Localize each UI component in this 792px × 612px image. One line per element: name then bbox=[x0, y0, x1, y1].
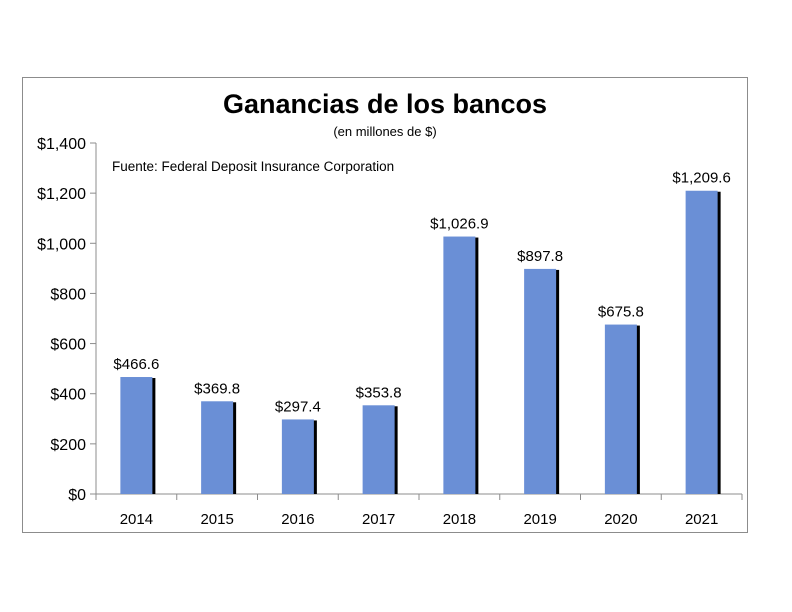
chart-subtitle: (en millones de $) bbox=[333, 124, 436, 139]
data-label: $466.6 bbox=[113, 356, 159, 373]
x-tick-label: 2021 bbox=[685, 511, 718, 528]
y-tick-label: $1,200 bbox=[37, 186, 86, 203]
bar-2014 bbox=[120, 377, 153, 494]
bar-2020 bbox=[604, 324, 637, 494]
data-label: $897.8 bbox=[517, 248, 563, 265]
y-tick-label: $800 bbox=[50, 286, 86, 303]
bar-2015 bbox=[201, 401, 234, 494]
x-tick-label: 2017 bbox=[362, 511, 395, 528]
data-label: $675.8 bbox=[598, 304, 644, 321]
data-label: $1,209.6 bbox=[672, 170, 730, 187]
chart-title: Ganancias de los bancos bbox=[223, 89, 547, 119]
data-label: $353.8 bbox=[356, 384, 402, 401]
bar-2016 bbox=[281, 419, 314, 494]
bars: $466.6 2014 $369.8 2015 $297.4 2016 $353.8 2017… bbox=[113, 170, 730, 528]
bar-2019 bbox=[524, 268, 557, 494]
x-tick-label: 2014 bbox=[120, 511, 153, 528]
data-label: $1,026.9 bbox=[430, 216, 488, 233]
bar-2018 bbox=[443, 236, 476, 494]
bar-2017 bbox=[362, 405, 395, 494]
y-tick-label: $400 bbox=[50, 387, 86, 404]
x-tick-label: 2015 bbox=[200, 511, 233, 528]
y-tick-label: $200 bbox=[50, 437, 86, 454]
chart-source-note: Fuente: Federal Deposit Insurance Corpor… bbox=[112, 159, 394, 174]
y-tick-label: $0 bbox=[68, 487, 86, 504]
x-tick-label: 2016 bbox=[281, 511, 314, 528]
x-tick-label: 2018 bbox=[443, 511, 476, 528]
y-tick-label: $600 bbox=[50, 337, 86, 354]
x-tick-label: 2019 bbox=[523, 511, 556, 528]
y-tick-label: $1,400 bbox=[37, 136, 86, 153]
x-tick-label: 2020 bbox=[604, 511, 637, 528]
data-label: $297.4 bbox=[275, 398, 321, 415]
bar-2021 bbox=[685, 190, 718, 494]
data-label: $369.8 bbox=[194, 380, 240, 397]
y-tick-label: $1,000 bbox=[37, 236, 86, 253]
